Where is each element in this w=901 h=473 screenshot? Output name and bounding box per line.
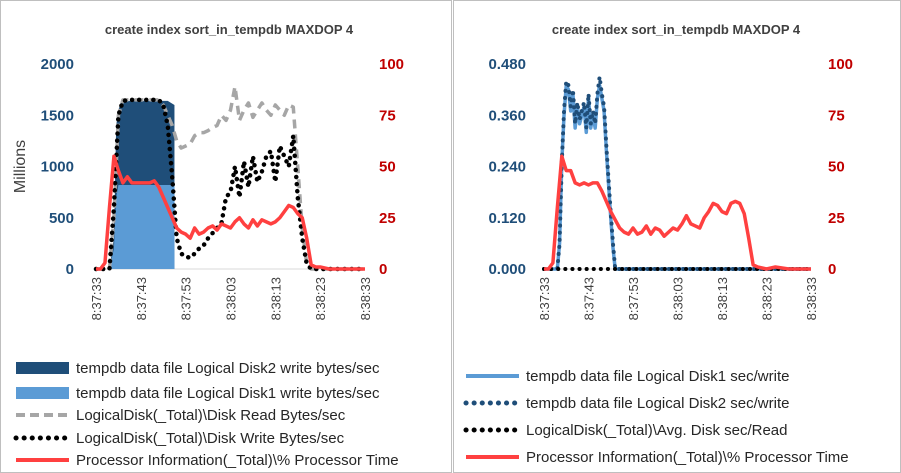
chart-title: create index sort_in_tempdb MAXDOP 4 xyxy=(552,22,801,37)
legend-label: tempdb data file Logical Disk2 write byt… xyxy=(76,360,380,377)
x-tick-label: 8:38:33 xyxy=(804,277,819,320)
chart-title: create index sort_in_tempdb MAXDOP 4 xyxy=(105,22,354,37)
series-line-4 xyxy=(96,154,365,271)
y-right-tick-label: 25 xyxy=(828,210,845,227)
series-area-1 xyxy=(109,184,175,269)
legend-label: Processor Information(_Total)\% Processo… xyxy=(76,452,399,469)
legend-label: tempdb data file Logical Disk2 sec/write xyxy=(526,395,789,412)
y-right-tick-label: 50 xyxy=(828,159,845,176)
legend-swatch-1 xyxy=(16,387,69,399)
legend-label: Processor Information(_Total)\% Processo… xyxy=(526,449,849,466)
x-tick-label: 8:38:23 xyxy=(313,277,328,320)
series-line-0 xyxy=(544,83,811,271)
left-chart: create index sort_in_tempdb MAXDOP 4 Mill… xyxy=(12,22,404,469)
y-left-tick-label: 0.000 xyxy=(488,261,526,278)
y-left-tick-label: 500 xyxy=(49,210,74,227)
legend-label: LogicalDisk(_Total)\Avg. Disk sec/Read xyxy=(526,422,788,439)
series-line-1 xyxy=(542,74,813,271)
y-left-tick-label: 1500 xyxy=(41,107,74,124)
y-left-tick-label: 0.480 xyxy=(488,56,526,73)
y-left-tick-label: 0 xyxy=(66,261,74,278)
right-chart-panel: create index sort_in_tempdb MAXDOP 4 0.00… xyxy=(453,0,901,473)
legend-label: tempdb data file Logical Disk1 write byt… xyxy=(76,385,380,402)
x-tick-label: 8:37:43 xyxy=(582,277,597,320)
y-right-tick-label: 100 xyxy=(379,56,404,73)
y-right-tick-label: 75 xyxy=(379,107,396,124)
x-tick-label: 8:38:33 xyxy=(358,277,373,320)
series-line-3 xyxy=(544,154,811,271)
y-left-tick-label: 1000 xyxy=(41,159,74,176)
x-tick-label: 8:38:13 xyxy=(715,277,730,320)
x-tick-label: 8:37:53 xyxy=(179,277,194,320)
y-right-tick-label: 50 xyxy=(379,159,396,176)
x-tick-label: 8:37:53 xyxy=(626,277,641,320)
x-tick-label: 8:37:33 xyxy=(89,277,104,320)
y-left-tick-label: 2000 xyxy=(41,56,74,73)
x-tick-label: 8:38:23 xyxy=(760,277,775,320)
y-left-tick-label: 0.360 xyxy=(488,107,526,124)
right-chart: create index sort_in_tempdb MAXDOP 4 0.00… xyxy=(463,22,853,466)
x-tick-label: 8:38:03 xyxy=(671,277,686,320)
legend-label: LogicalDisk(_Total)\Disk Write Bytes/sec xyxy=(76,430,345,447)
y-left-tick-label: 0.120 xyxy=(488,210,526,227)
y-right-tick-label: 25 xyxy=(379,210,396,227)
legend-label: tempdb data file Logical Disk1 sec/write xyxy=(526,368,789,385)
x-tick-label: 8:38:13 xyxy=(268,277,283,320)
y-left-tick-label: 0.240 xyxy=(488,159,526,176)
left-chart-panel: create index sort_in_tempdb MAXDOP 4 Mill… xyxy=(0,0,452,473)
y-right-tick-label: 0 xyxy=(828,261,836,278)
y-right-tick-label: 75 xyxy=(828,107,845,124)
y-right-tick-label: 0 xyxy=(379,261,387,278)
legend-swatch-0 xyxy=(16,362,69,374)
x-tick-label: 8:38:03 xyxy=(224,277,239,320)
y-axis-label: Millions xyxy=(12,140,29,193)
legend-label: LogicalDisk(_Total)\Disk Read Bytes/sec xyxy=(76,407,346,424)
y-right-tick-label: 100 xyxy=(828,56,853,73)
x-tick-label: 8:37:33 xyxy=(537,277,552,320)
x-tick-label: 8:37:43 xyxy=(134,277,149,320)
